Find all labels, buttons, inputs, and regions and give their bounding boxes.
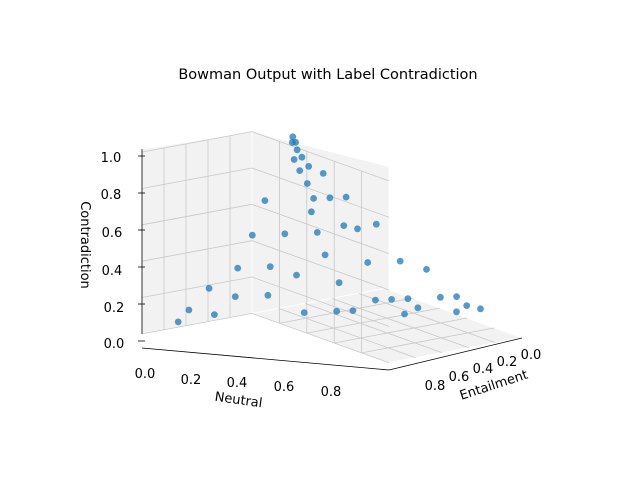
z-tick-label: 0.2 [104, 301, 125, 316]
data-point [292, 138, 299, 146]
grid-line [141, 203, 253, 226]
data-point [308, 208, 315, 216]
grid-line [251, 203, 390, 254]
grid-line [141, 167, 253, 189]
x-axis-line [141, 347, 390, 371]
data-point [234, 264, 242, 272]
z-axis-label: Contradiction [77, 201, 92, 289]
data-point [340, 222, 348, 230]
data-point [185, 306, 193, 314]
grid-line [251, 240, 390, 291]
grid-line [334, 317, 468, 344]
grid-line [251, 313, 390, 364]
data-point [335, 279, 343, 287]
data-point [305, 163, 313, 170]
z-tick-label: 0.4 [102, 264, 123, 279]
y-tick-label: 0.8 [425, 379, 446, 394]
data-point [414, 304, 422, 312]
data-point [300, 309, 308, 316]
data-point [388, 296, 395, 303]
data-point [326, 194, 334, 202]
data-point [174, 318, 182, 326]
x-axis-label: Neutral [214, 390, 264, 412]
data-point [333, 307, 341, 315]
x-tick-label: 0.2 [181, 373, 202, 388]
data-point [266, 263, 274, 271]
data-point [404, 295, 412, 303]
data-point [423, 266, 430, 273]
data-point [290, 156, 298, 163]
data-point [453, 293, 460, 300]
data-point [298, 153, 306, 161]
data-point [364, 259, 372, 266]
grid-line [278, 308, 416, 359]
grid-line [361, 327, 495, 354]
z-tick-label: 0.8 [101, 188, 122, 203]
x-tick-label: 0.0 [135, 367, 156, 382]
grid-line [331, 297, 469, 349]
data-points [174, 133, 484, 326]
y-tick-label: 0.0 [521, 348, 542, 363]
data-point [372, 296, 379, 304]
grid-line [141, 240, 253, 262]
data-point [231, 293, 239, 300]
chart-title: Bowman Output with Label Contradiction [178, 67, 477, 83]
data-point [303, 180, 311, 187]
data-point [310, 195, 317, 202]
data-point [264, 291, 272, 299]
grid-line [251, 276, 390, 327]
data-point [437, 293, 444, 301]
grid-line [251, 131, 390, 182]
data-point [453, 308, 460, 316]
data-point [319, 170, 327, 177]
data-point [396, 257, 404, 265]
data-point [296, 167, 304, 175]
y-tick-labels: 0.0 0.2 0.4 0.6 0.8 [425, 348, 542, 394]
x-tick-label: 0.6 [274, 380, 295, 395]
grid-line [358, 292, 496, 344]
y-axis-line [388, 337, 523, 371]
data-point [313, 229, 321, 236]
x-tick-labels: 0.0 0.2 0.4 0.6 0.8 [135, 367, 342, 400]
data-point [211, 311, 218, 318]
data-point [401, 310, 408, 318]
grid-line [305, 302, 443, 354]
data-point [293, 146, 301, 154]
grid-line [306, 307, 440, 334]
data-point [205, 284, 213, 292]
y-tick-label: 0.6 [449, 370, 470, 385]
axis-lines [138, 149, 523, 371]
grid-line [141, 276, 253, 298]
x-tick-label: 0.8 [321, 385, 342, 400]
data-point [342, 193, 350, 201]
grid-line [141, 313, 253, 335]
data-point [261, 197, 269, 205]
data-point [372, 220, 380, 228]
pane-back-left [141, 131, 253, 335]
y-tick-label: 0.2 [497, 355, 518, 370]
z-tick-label: 1.0 [101, 151, 122, 166]
data-point [293, 271, 300, 279]
z-tick-labels: 0.0 0.2 0.4 0.6 0.8 1.0 [101, 151, 125, 352]
data-point [354, 225, 361, 233]
data-point [477, 305, 484, 313]
x-tick-label: 0.4 [227, 376, 248, 391]
data-point [289, 133, 297, 141]
data-point [321, 251, 329, 259]
z-tick-label: 0.0 [104, 337, 125, 352]
data-point [248, 231, 256, 239]
data-point [281, 230, 289, 238]
y-tick-label: 0.4 [473, 362, 494, 377]
grid-line [251, 167, 390, 218]
data-point [349, 307, 357, 314]
data-point [463, 302, 471, 309]
z-tick-label: 0.6 [102, 226, 123, 241]
grid-lines [141, 131, 496, 364]
grid-line [141, 131, 253, 153]
